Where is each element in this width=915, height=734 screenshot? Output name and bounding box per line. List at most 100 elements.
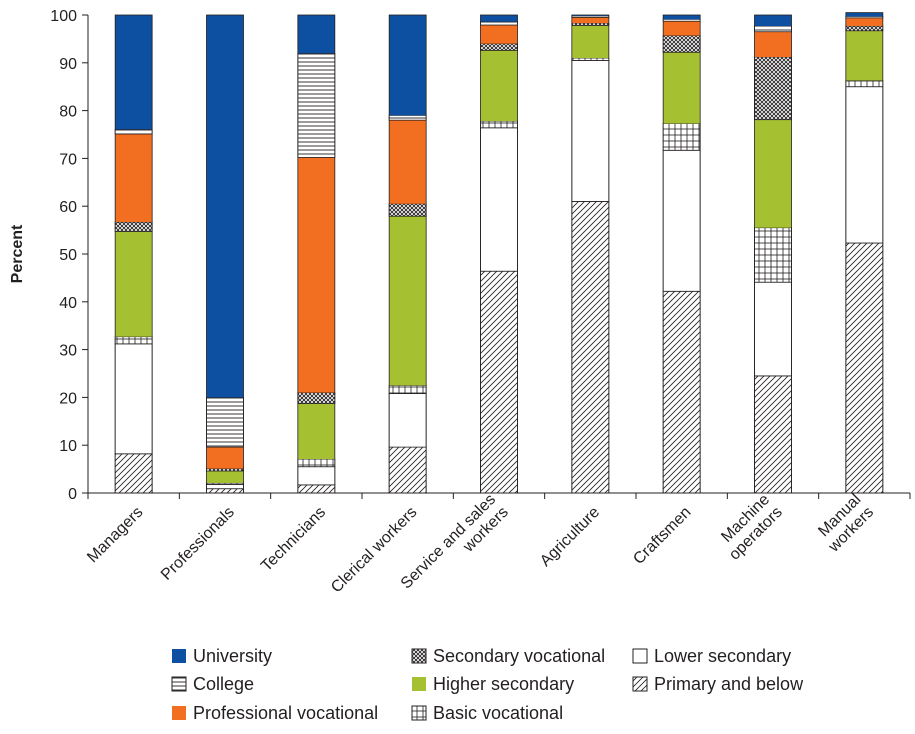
bar-outline xyxy=(754,14,792,494)
bar-segment xyxy=(297,52,336,158)
bar-segment xyxy=(206,15,244,398)
y-tick-label: 80 xyxy=(59,104,77,121)
x-tick-label: Technicians xyxy=(258,504,329,575)
bar-segment xyxy=(662,290,701,494)
bar-segment xyxy=(845,25,884,32)
bar-outline xyxy=(114,14,153,494)
y-tick-label: 10 xyxy=(59,438,77,455)
bar-segment xyxy=(115,15,153,130)
y-tick-label: 100 xyxy=(50,8,77,25)
bar-segment xyxy=(297,403,335,460)
bar-segment xyxy=(206,482,244,485)
x-tick-label: Machineoperators xyxy=(713,491,786,564)
x-tick-label-line: Agriculture xyxy=(537,504,603,570)
bar-outline xyxy=(571,14,610,494)
bar-segment xyxy=(845,17,883,26)
bar-segment xyxy=(754,25,792,33)
bar-segment xyxy=(114,336,153,345)
bar-outline xyxy=(206,14,244,494)
bar-segment xyxy=(571,201,610,494)
bar-segment xyxy=(115,231,153,337)
bar-segment xyxy=(845,12,883,17)
y-tick-label: 0 xyxy=(68,486,77,503)
bar-stack xyxy=(754,14,792,494)
bar-segment xyxy=(480,270,518,494)
bar-segment xyxy=(297,484,336,494)
bar-segment xyxy=(388,393,427,448)
bar-segment xyxy=(480,43,518,51)
x-tick-label-line: Professionals xyxy=(158,504,238,584)
bar-stack xyxy=(662,14,701,494)
bar-outline xyxy=(297,14,336,494)
bars xyxy=(114,12,884,494)
bar-segment xyxy=(754,31,792,58)
bar-segment xyxy=(845,16,884,19)
bar-segment xyxy=(754,15,792,26)
bar-segment xyxy=(845,242,884,494)
bar-segment xyxy=(388,446,427,494)
legend: University Secondary vocational Lower seco… xyxy=(171,646,804,723)
bar-segment xyxy=(662,35,701,53)
x-tick-label-line: Technicians xyxy=(258,504,329,575)
legend-item: Higher secondary xyxy=(412,674,574,694)
bar-segment xyxy=(571,15,609,16)
bar-segment xyxy=(754,281,792,377)
bar-stack xyxy=(480,14,518,494)
bar-segment xyxy=(754,375,792,494)
x-tick-labels: Managers Professionals TechniciansClerical… xyxy=(84,491,877,605)
axes: 0 10 20 30 40 50 60 70 80 90 100 Percent xyxy=(9,8,911,503)
bar-segment xyxy=(480,15,518,22)
bar-outline xyxy=(662,14,701,494)
legend-label: University xyxy=(193,646,272,666)
bar-segment xyxy=(389,216,427,386)
y-tick-label: 40 xyxy=(59,295,77,312)
bar-segment xyxy=(662,123,701,151)
bar-segment xyxy=(480,50,518,122)
bar-segment xyxy=(754,56,792,121)
x-tick-label: Managers xyxy=(84,504,146,566)
bar-segment xyxy=(480,21,518,26)
x-tick-label: Craftsmen xyxy=(630,504,694,568)
legend-label: Primary and below xyxy=(654,674,804,694)
bar-segment xyxy=(114,343,153,455)
bar-segment xyxy=(571,60,610,202)
bar-segment xyxy=(114,221,153,232)
x-tick-label: Service and salesworkers xyxy=(398,491,512,605)
bar-segment xyxy=(297,157,335,393)
bar-stack xyxy=(845,12,884,494)
bar-segment xyxy=(206,488,244,494)
legend-label: Higher secondary xyxy=(433,674,574,694)
legend-item: University xyxy=(172,646,272,666)
bar-segment xyxy=(206,471,244,483)
bar-segment xyxy=(845,30,883,81)
bar-segment xyxy=(480,127,518,272)
bar-segment xyxy=(480,120,518,129)
bar-outline xyxy=(480,14,518,494)
bar-segment xyxy=(389,120,427,204)
legend-swatch xyxy=(632,648,648,664)
bar-segment xyxy=(114,453,153,494)
bar-segment xyxy=(206,468,244,472)
bar-segment xyxy=(754,119,792,228)
bar-segment xyxy=(388,385,427,394)
y-tick-label: 70 xyxy=(59,151,77,168)
legend-swatch xyxy=(632,676,648,692)
bar-segment xyxy=(388,114,427,121)
bar-segment xyxy=(206,447,244,469)
bar-stack xyxy=(388,14,427,494)
bar-outline xyxy=(388,14,427,494)
bar-stack xyxy=(297,14,336,494)
y-tick-label: 50 xyxy=(59,247,77,264)
x-tick-label: Agriculture xyxy=(537,504,603,570)
bar-segment xyxy=(388,203,427,217)
legend-swatch xyxy=(411,705,427,721)
legend-swatch xyxy=(172,649,186,663)
legend-item: Lower secondary xyxy=(632,646,791,666)
bar-segment xyxy=(571,22,610,26)
legend-swatch xyxy=(411,648,427,664)
legend-item: Secondary vocational xyxy=(411,646,605,666)
bar-segment xyxy=(571,57,610,61)
bar-stack xyxy=(571,14,610,494)
